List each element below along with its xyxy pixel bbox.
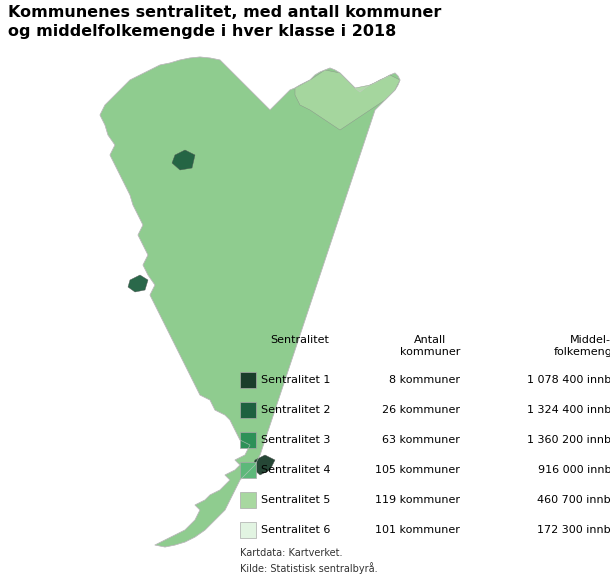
Polygon shape (295, 70, 400, 130)
Bar (240, 462, 256, 478)
Text: Kartdata: Kartverket.
Kilde: Statistisk sentralbyrå.: Kartdata: Kartverket. Kilde: Statistisk … (240, 548, 378, 574)
Bar (240, 372, 256, 388)
Bar (240, 402, 256, 418)
Text: 8 kommuner: 8 kommuner (389, 375, 460, 385)
Polygon shape (100, 57, 400, 547)
Text: Sentralitet 5: Sentralitet 5 (261, 495, 331, 505)
Polygon shape (252, 455, 275, 475)
Text: Sentralitet 6: Sentralitet 6 (261, 525, 331, 535)
Polygon shape (172, 150, 195, 170)
Polygon shape (128, 275, 148, 292)
Bar (240, 432, 256, 448)
Text: 172 300 innbyggere: 172 300 innbyggere (537, 525, 610, 535)
Text: Antall
kommuner: Antall kommuner (400, 335, 460, 357)
Text: 916 000 innbyggere: 916 000 innbyggere (537, 465, 610, 475)
Bar (240, 522, 256, 538)
Text: 1 324 400 innbyggere: 1 324 400 innbyggere (527, 405, 610, 415)
Text: 101 kommuner: 101 kommuner (375, 525, 460, 535)
Text: 63 kommuner: 63 kommuner (382, 435, 460, 445)
Text: 460 700 innbyggere: 460 700 innbyggere (537, 495, 610, 505)
Text: 1 078 400 innbyggere: 1 078 400 innbyggere (527, 375, 610, 385)
Text: Sentralitet 3: Sentralitet 3 (261, 435, 331, 445)
Text: Sentralitet 1: Sentralitet 1 (261, 375, 331, 385)
Text: Sentralitet 4: Sentralitet 4 (261, 465, 331, 475)
Text: 1 360 200 innbyggere: 1 360 200 innbyggere (527, 435, 610, 445)
Text: Middel-
folkemengde: Middel- folkemengde (553, 335, 610, 357)
Text: Kommunenes sentralitet, med antall kommuner
og middelfolkemengde i hver klasse i: Kommunenes sentralitet, med antall kommu… (8, 5, 442, 38)
Text: 26 kommuner: 26 kommuner (382, 405, 460, 415)
Text: Sentralitet: Sentralitet (271, 335, 329, 345)
Text: Sentralitet 2: Sentralitet 2 (261, 405, 331, 415)
Bar (240, 492, 256, 508)
Text: 105 kommuner: 105 kommuner (375, 465, 460, 475)
Text: 119 kommuner: 119 kommuner (375, 495, 460, 505)
